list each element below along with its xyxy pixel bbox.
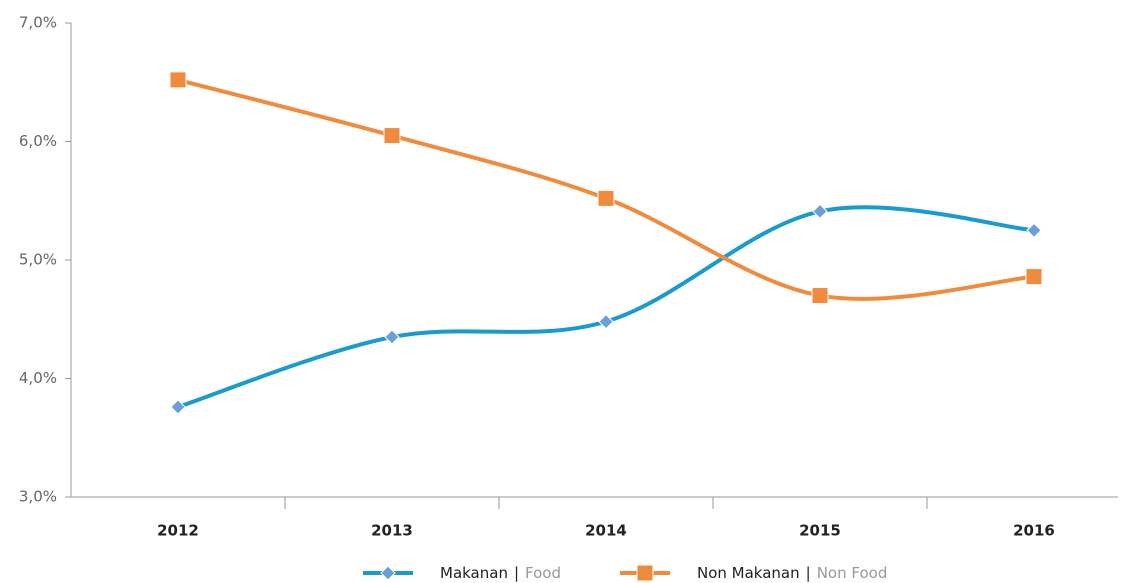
marker xyxy=(383,127,401,145)
y-tick-label: 6,0% xyxy=(19,132,57,150)
x-tick-label: 2016 xyxy=(1013,522,1055,540)
marker xyxy=(1026,222,1042,239)
legend-text: Non Makanan xyxy=(697,564,800,582)
marker xyxy=(812,203,828,220)
x-tick-label: 2012 xyxy=(157,522,199,540)
legend-label: Makanan | Food xyxy=(440,564,561,582)
y-tick-label: 4,0% xyxy=(19,369,57,387)
legend-label: Non Makanan | Non Food xyxy=(697,564,887,582)
x-tick-label: 2015 xyxy=(799,522,841,540)
x-tick-label: 2014 xyxy=(585,522,627,540)
marker xyxy=(380,565,396,581)
y-tick-label: 7,0% xyxy=(19,14,57,32)
marker xyxy=(1025,268,1043,286)
y-tick-label: 3,0% xyxy=(19,488,57,506)
legend-item: Non Makanan | Non Food xyxy=(620,564,887,582)
marker xyxy=(597,189,615,207)
marker xyxy=(636,564,654,582)
marker xyxy=(169,71,187,89)
legend-text: Food xyxy=(525,564,561,582)
legend-text: | xyxy=(806,564,811,582)
marker xyxy=(811,287,829,305)
line xyxy=(177,205,1035,409)
legend-text: Non Food xyxy=(817,564,888,582)
marker xyxy=(384,329,400,345)
x-tick-label: 2013 xyxy=(371,522,413,540)
legend-text: Makanan xyxy=(440,564,508,582)
y-tick-label: 5,0% xyxy=(19,251,57,269)
legend-text: | xyxy=(514,564,519,582)
legend-item: Makanan | Food xyxy=(363,564,561,582)
marker xyxy=(598,313,614,330)
line xyxy=(177,77,1035,301)
marker xyxy=(170,399,186,415)
